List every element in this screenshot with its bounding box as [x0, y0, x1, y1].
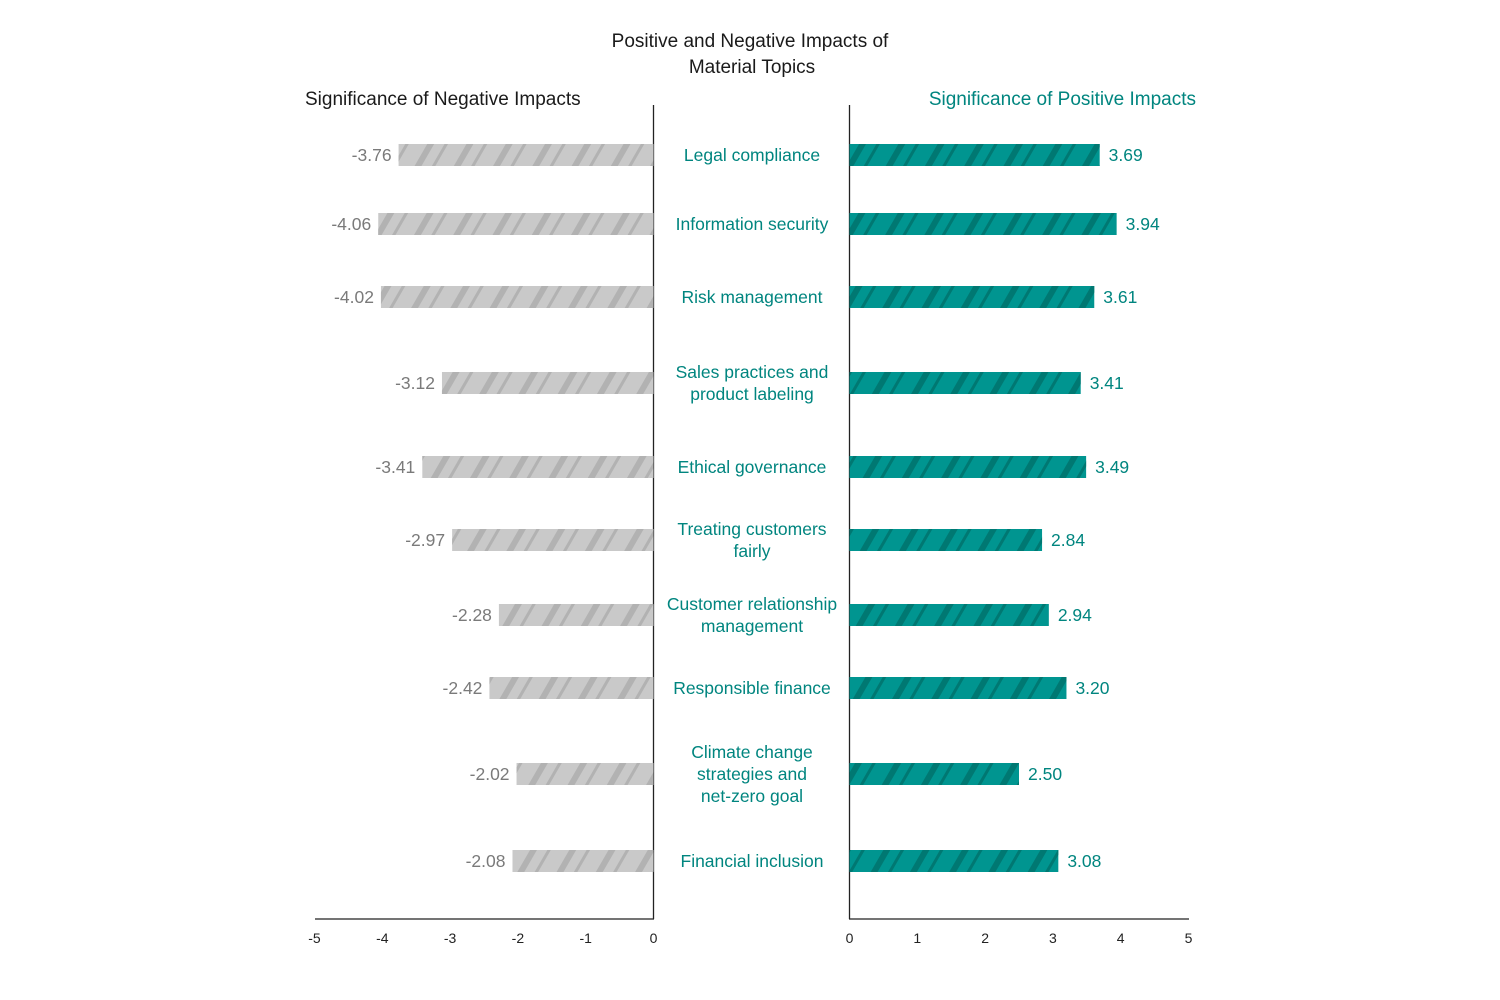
positive-bars: 3.69 3.94 3.61 3.41 3.49 2.84 2.94 3.20 2.50 3.08	[849, 144, 1160, 872]
positive-bar-texture	[849, 144, 1100, 166]
positive-x-tick-label: 2	[981, 930, 989, 946]
topic-label: Risk management	[681, 287, 822, 307]
negative-x-tick-label: -3	[444, 930, 457, 946]
positive-bar-texture	[849, 850, 1059, 872]
negative-value-label: -4.02	[334, 287, 374, 307]
positive-value-label: 3.61	[1103, 287, 1137, 307]
negative-bars: -3.76 -4.06 -4.02 -3.12 -3.41 -2.97 -2.28 -2.42…	[331, 144, 654, 872]
negative-bar-texture	[512, 850, 654, 872]
negative-bar-texture	[422, 456, 654, 478]
chart-title-line-2: Material Topics	[689, 57, 815, 78]
negative-value-label: -3.12	[395, 373, 435, 393]
topic-label-line: Treating customers	[677, 519, 826, 539]
negative-x-ticks: -5 -4 -3 -2 -1 0	[308, 930, 657, 946]
topic-labels: Legal compliance Information security Risk…	[667, 145, 837, 871]
topic-label: Sales practices and product labeling	[676, 362, 829, 404]
negative-bar-texture	[516, 763, 654, 785]
topic-label-line: Climate change	[691, 742, 813, 762]
topic-label: Information security	[676, 214, 829, 234]
negative-bar-texture	[378, 213, 654, 235]
negative-bar-texture	[398, 144, 654, 166]
positive-value-label: 3.49	[1095, 457, 1129, 477]
positive-value-label: 2.84	[1051, 530, 1085, 550]
positive-bar-texture	[849, 677, 1067, 699]
negative-bar-texture	[452, 529, 654, 551]
topic-label: Climate change strategies and net-zero goa…	[691, 742, 813, 806]
topic-label-line: Legal compliance	[684, 145, 820, 165]
topic-label-line: Financial inclusion	[681, 851, 824, 871]
negative-x-tick-label: -5	[308, 930, 321, 946]
positive-value-label: 2.50	[1028, 764, 1062, 784]
positive-value-label: 3.94	[1126, 214, 1160, 234]
negative-value-label: -2.42	[443, 678, 483, 698]
topic-label-line: net-zero goal	[701, 786, 803, 806]
topic-label-line: Responsible finance	[673, 678, 831, 698]
chart-title-line-1: Positive and Negative Impacts of	[612, 31, 889, 52]
topic-label-line: management	[701, 616, 803, 636]
positive-x-tick-label: 1	[913, 930, 921, 946]
positive-value-label: 3.41	[1090, 373, 1124, 393]
negative-value-label: -2.97	[405, 530, 445, 550]
positive-x-tick-label: 4	[1117, 930, 1125, 946]
positive-x-tick-label: 3	[1049, 930, 1057, 946]
negative-x-tick-label: 0	[650, 930, 658, 946]
positive-value-label: 3.69	[1109, 145, 1143, 165]
topic-label-line: Sales practices and	[676, 362, 829, 382]
positive-value-label: 2.94	[1058, 605, 1092, 625]
negative-bar-texture	[498, 604, 654, 626]
topic-label-line: strategies and	[697, 764, 807, 784]
positive-x-tick-label: 0	[846, 930, 854, 946]
positive-bar-texture	[849, 213, 1117, 235]
negative-value-label: -2.08	[466, 851, 506, 871]
negative-panel-title: Significance of Negative Impacts	[305, 89, 581, 110]
topic-label: Financial inclusion	[681, 851, 824, 871]
positive-bar-texture	[849, 456, 1087, 478]
topic-label: Responsible finance	[673, 678, 831, 698]
topic-label: Customer relationship management	[667, 594, 837, 636]
positive-bar-texture	[849, 372, 1081, 394]
negative-bar-texture	[489, 677, 654, 699]
positive-bar-texture	[849, 529, 1043, 551]
topic-label-line: product labeling	[690, 384, 814, 404]
negative-x-tick-label: -1	[579, 930, 592, 946]
negative-x-tick-label: -4	[376, 930, 389, 946]
negative-value-label: -2.02	[470, 764, 510, 784]
positive-bar-texture	[849, 286, 1095, 308]
negative-bar-texture	[380, 286, 654, 308]
negative-value-label: -4.06	[331, 214, 371, 234]
negative-x-tick-label: -2	[512, 930, 525, 946]
positive-bar-texture	[849, 604, 1049, 626]
negative-value-label: -3.41	[375, 457, 415, 477]
negative-bar-texture	[441, 372, 654, 394]
positive-x-ticks: 0 1 2 3 4 5	[846, 930, 1193, 946]
positive-value-label: 3.08	[1067, 851, 1101, 871]
topic-label-line: Information security	[676, 214, 829, 234]
positive-x-tick-label: 5	[1185, 930, 1193, 946]
topic-label: Legal compliance	[684, 145, 820, 165]
topic-label-line: Ethical governance	[678, 457, 827, 477]
topic-label-line: fairly	[734, 541, 771, 561]
topic-label: Ethical governance	[678, 457, 827, 477]
positive-bar-texture	[849, 763, 1019, 785]
negative-value-label: -2.28	[452, 605, 492, 625]
topic-label-line: Customer relationship	[667, 594, 837, 614]
positive-panel-title: Significance of Positive Impacts	[929, 89, 1196, 110]
topic-label: Treating customers fairly	[677, 519, 826, 561]
positive-value-label: 3.20	[1075, 678, 1109, 698]
topic-label-line: Risk management	[681, 287, 822, 307]
negative-value-label: -3.76	[352, 145, 392, 165]
